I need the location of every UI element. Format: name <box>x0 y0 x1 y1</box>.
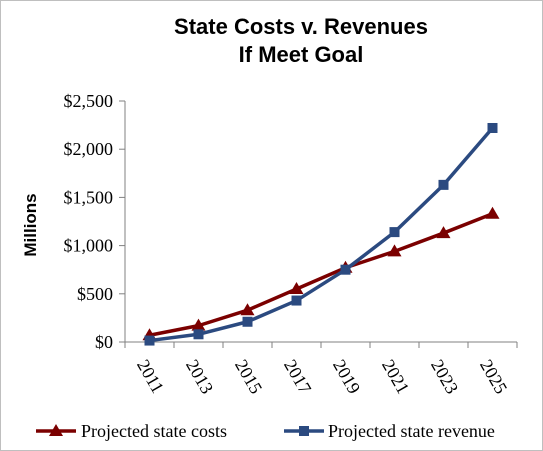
triangle-marker <box>387 244 402 257</box>
y-tick-label: $1,000 <box>64 236 114 256</box>
square-marker <box>193 329 204 340</box>
legend-item-1: Projected state costs <box>36 421 227 441</box>
legend-label: Projected state revenue <box>328 421 495 441</box>
y-tick-label: $2,500 <box>64 91 114 111</box>
chart-title: State Costs v. Revenues <box>174 14 428 39</box>
triangle-marker <box>436 226 451 239</box>
axes: $0 $500 $1,000 $1,500 $2,000 $2,500 2011 2013 20… <box>64 91 518 397</box>
legend-item-2: Projected state revenue <box>284 421 495 441</box>
square-marker <box>299 426 309 436</box>
series-1 <box>142 206 500 341</box>
triangle-marker <box>191 318 206 331</box>
square-marker <box>487 122 498 133</box>
square-marker <box>291 295 302 306</box>
x-tick-label: 2015 <box>231 356 266 397</box>
series-layer <box>142 122 500 346</box>
triangle-marker <box>485 206 500 219</box>
y-tick-label: $2,000 <box>64 139 114 159</box>
legend-label: Projected state costs <box>81 421 227 441</box>
legend: Projected state costs Projected state rev… <box>36 421 495 441</box>
y-axis-label: Millions <box>21 193 40 256</box>
x-tick-label: 2023 <box>427 356 462 397</box>
square-marker <box>438 179 449 190</box>
y-tick-label: $1,500 <box>64 187 114 207</box>
series-line <box>149 126 494 343</box>
square-marker <box>144 335 155 346</box>
square-marker <box>340 264 351 275</box>
y-tick-label: $0 <box>95 332 113 352</box>
triangle-marker <box>240 303 255 316</box>
square-marker <box>389 227 400 238</box>
series-line <box>149 212 494 337</box>
square-marker <box>242 316 253 327</box>
x-tick-label: 2021 <box>378 356 413 397</box>
triangle-marker <box>289 281 304 294</box>
x-tick-label: 2019 <box>329 356 364 397</box>
x-tick-label: 2011 <box>133 356 168 397</box>
x-tick-label: 2013 <box>182 356 217 397</box>
triangle-marker <box>49 424 63 436</box>
chart-subtitle: If Meet Goal <box>239 42 364 67</box>
x-tick-label: 2017 <box>280 356 315 397</box>
series-2 <box>144 122 498 346</box>
y-tick-label: $500 <box>77 284 113 304</box>
x-tick-label: 2025 <box>476 356 511 397</box>
